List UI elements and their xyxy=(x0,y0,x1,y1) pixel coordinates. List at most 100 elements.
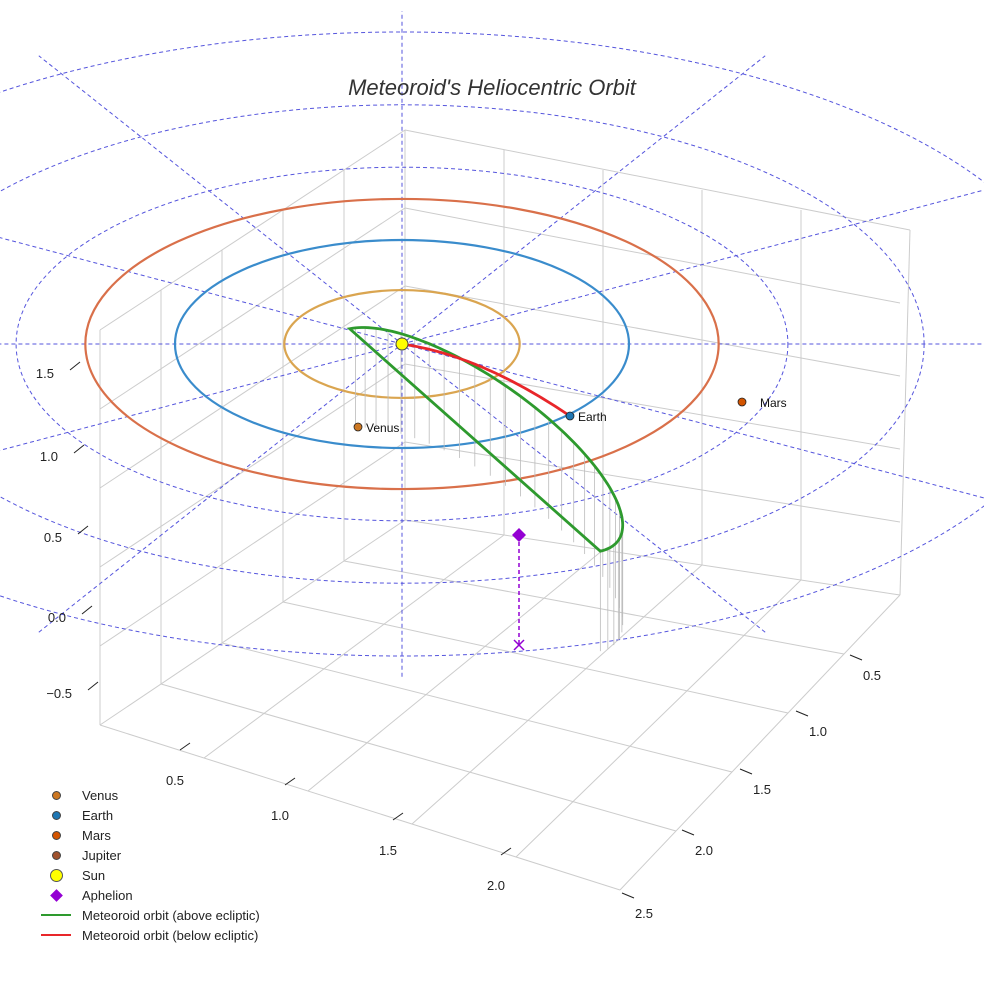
wall-grid-line xyxy=(99,441,406,647)
y-tick-label: 2.5 xyxy=(635,906,653,921)
axis-ticks: 0.5 1.0 1.5 2.0 0.5 1.0 1.5 2.0 2.5 −0.5 0.0 0.5 1.0… xyxy=(36,361,881,921)
floor-edge-left xyxy=(99,519,406,726)
x-tick-mark xyxy=(500,847,512,856)
wall-grid-line xyxy=(99,207,406,410)
wall-top-right xyxy=(404,129,911,231)
diamond-swatch xyxy=(49,888,63,902)
legend-item: Sun xyxy=(38,865,260,885)
dot-swatch xyxy=(51,790,61,800)
meteoroid-orbit xyxy=(346,326,625,652)
orbit-earth xyxy=(173,238,631,450)
floor-grid-line xyxy=(515,579,802,858)
mars-marker xyxy=(737,397,747,407)
meteoroid-orbit-above xyxy=(346,326,625,553)
dot-swatch xyxy=(51,850,61,860)
floor-grid-line xyxy=(160,683,677,832)
z-tick-mark xyxy=(69,361,81,371)
legend-item: Venus xyxy=(38,785,260,805)
aphelion-marker xyxy=(512,528,526,542)
legend-item: Earth xyxy=(38,805,260,825)
aphelion-projection-marker xyxy=(513,639,525,651)
sun-marker xyxy=(395,337,409,351)
z-tick-mark xyxy=(81,605,93,615)
sun-swatch xyxy=(49,868,63,882)
axis-grid xyxy=(99,129,911,891)
legend-label: Aphelion xyxy=(82,887,133,903)
y-tick-mark xyxy=(621,892,635,899)
markers: Venus Earth Mars xyxy=(353,337,787,651)
legend-label: Sun xyxy=(82,867,106,883)
floor-grid-line xyxy=(307,549,604,792)
z-tick-mark xyxy=(77,525,89,535)
line-swatch xyxy=(41,934,71,936)
wall-grid-line xyxy=(99,285,406,489)
z-tick-label: 1.5 xyxy=(36,366,54,381)
legend-symbol xyxy=(38,845,74,865)
z-tick-label: −0.5 xyxy=(46,686,72,701)
x-tick-label: 1.0 xyxy=(271,808,289,823)
legend-symbol xyxy=(38,925,74,945)
legend-label: Venus xyxy=(82,787,119,803)
wall-edge-right xyxy=(899,229,911,596)
dot-swatch xyxy=(51,830,61,840)
z-tick-label: 0.0 xyxy=(48,610,66,625)
y-tick-label: 1.5 xyxy=(753,782,771,797)
z-tick-mark xyxy=(73,444,85,454)
x-tick-label: 1.5 xyxy=(379,843,397,858)
y-tick-label: 1.0 xyxy=(809,724,827,739)
x-tick-label: 2.0 xyxy=(487,878,505,893)
dot-swatch xyxy=(51,810,61,820)
legend-symbol xyxy=(38,785,74,805)
x-tick-mark xyxy=(284,777,296,786)
earth-marker xyxy=(565,411,575,421)
legend-label: Meteoroid orbit (above ecliptic) xyxy=(82,907,260,923)
mars-label: Mars xyxy=(760,396,787,410)
legend-item: Meteoroid orbit (below ecliptic) xyxy=(38,925,260,945)
floor-grid-line xyxy=(282,601,789,714)
x-tick-mark xyxy=(392,812,404,821)
wall-grid-line xyxy=(99,363,406,568)
orbit-mars xyxy=(84,197,720,491)
legend-item: Jupiter xyxy=(38,845,260,865)
meteoroid-orbit-below xyxy=(401,342,571,418)
chart-title: Meteoroid's Heliocentric Orbit xyxy=(348,75,637,100)
wall-grid-line xyxy=(404,285,901,377)
floor-edge-right xyxy=(619,594,901,891)
floor-edge-front xyxy=(99,724,621,891)
y-tick-mark xyxy=(681,829,695,836)
floor-grid-line xyxy=(221,642,733,773)
legend-symbol xyxy=(38,825,74,845)
z-tick-mark xyxy=(87,681,99,691)
wall-grid-line xyxy=(404,441,901,523)
z-tick-label: 1.0 xyxy=(40,449,58,464)
legend-label: Earth xyxy=(82,807,114,823)
y-tick-mark xyxy=(795,710,809,717)
legend-label: Mars xyxy=(82,827,111,843)
line-swatch xyxy=(41,914,71,916)
legend-item: Mars xyxy=(38,825,260,845)
venus-marker xyxy=(353,422,363,432)
wall-top-left xyxy=(99,129,406,331)
y-tick-label: 0.5 xyxy=(863,668,881,683)
legend-symbol xyxy=(38,885,74,905)
legend: Venus Earth Mars Jupiter Sun Aphelion Meteoroi… xyxy=(38,785,260,945)
planet-orbits xyxy=(84,197,720,491)
legend-item: Aphelion xyxy=(38,885,260,905)
floor-grid-line xyxy=(411,564,703,825)
legend-symbol xyxy=(38,905,74,925)
reference-circle xyxy=(0,31,984,657)
floor-grid-line xyxy=(343,560,845,655)
legend-symbol xyxy=(38,805,74,825)
venus-label: Venus xyxy=(366,421,399,435)
x-tick-mark xyxy=(179,742,191,751)
floor-edge-back xyxy=(404,519,901,596)
legend-label: Jupiter xyxy=(82,847,122,863)
y-tick-mark xyxy=(739,768,753,775)
x-tick-label: 0.5 xyxy=(166,773,184,788)
wall-grid-line xyxy=(404,363,901,450)
z-tick-label: 0.5 xyxy=(44,530,62,545)
earth-label: Earth xyxy=(578,410,607,424)
legend-symbol xyxy=(38,865,74,885)
legend-label: Meteoroid orbit (below ecliptic) xyxy=(82,927,259,943)
